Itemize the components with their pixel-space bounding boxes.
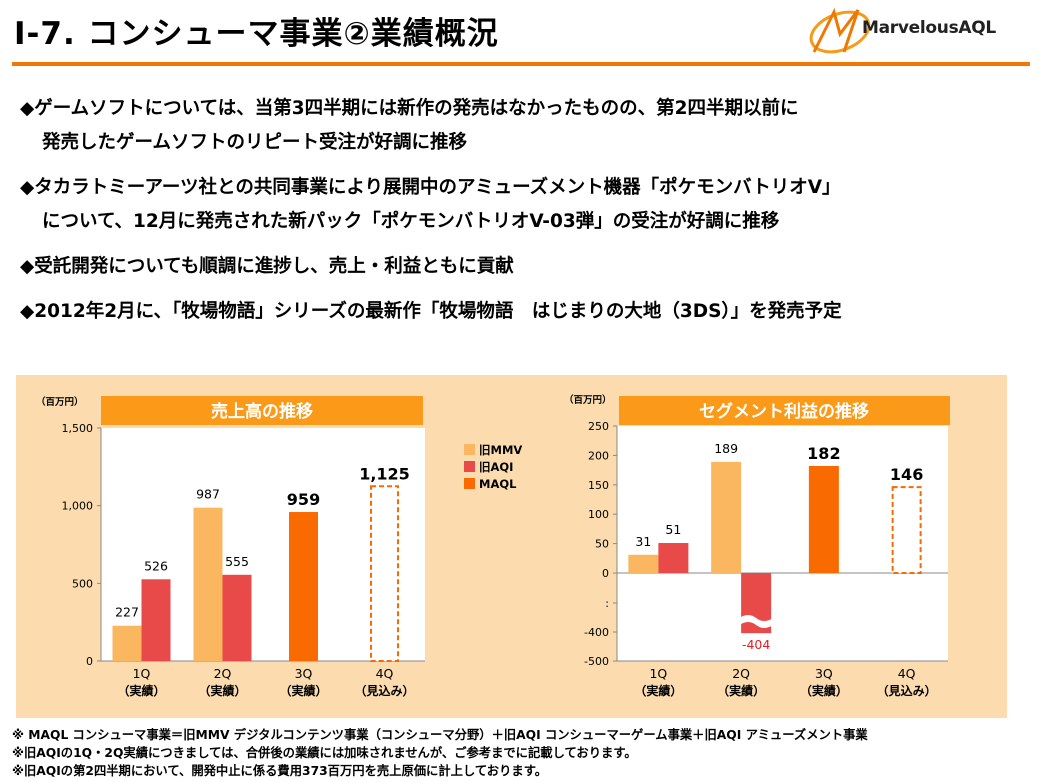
bullet-list: ◆ゲームソフトについては、当第3四半期には新作の発売はなかったものの、第2四半期…: [20, 92, 1030, 340]
bar: [711, 461, 742, 573]
legend-swatch: [464, 444, 475, 455]
footnote: ※ MAQL コンシューマ事業＝旧MMV デジタルコンテンツ事業（コンシューマ分…: [12, 728, 868, 742]
bullet-line: ◆受託開発についても順調に進捗し、売上・利益ともに貢献: [20, 256, 514, 277]
bullet-item: ◆2012年2月に、「牧場物語」シリーズの最新作「牧場物語 はじまりの大地（3D…: [20, 295, 1030, 329]
axis-break-mark: [739, 615, 774, 628]
y-tick-label: 50: [595, 538, 609, 551]
x-tick-label: （見込み）: [354, 683, 414, 698]
footnote: ※旧AQIの1Q・2Q実績につきましては、合併後の業績には加味されませんが、ご参…: [12, 746, 637, 760]
legend-label: MAQL: [479, 477, 517, 491]
y-tick-label: 1,000: [62, 500, 94, 513]
bullet-item: ◆タカラトミーアーツ社との共同事業により展開中のアミューズメント機器「ポケモンバ…: [20, 171, 1030, 239]
y-tick-label: -500: [584, 655, 609, 668]
bullet-item: ◆ゲームソフトについては、当第3四半期には新作の発売はなかったものの、第2四半期…: [20, 92, 1030, 160]
y-tick-label: 500: [72, 577, 93, 590]
charts-panel: （百万円） 売上高の推移 0 500 1,000 1,500 1Q （実績） 2Q （実績） 3Q （…: [16, 375, 1007, 718]
x-tick-label: 4Q: [376, 666, 394, 681]
y-tick-label: 250: [588, 420, 609, 433]
x-tick-label: 1Q: [649, 666, 667, 681]
data-label: 959: [287, 490, 320, 509]
bar: [289, 512, 318, 661]
bar: [808, 465, 839, 573]
x-tick-label: （実績）: [279, 683, 327, 698]
bar-forecast: [891, 486, 922, 574]
bar: [141, 579, 171, 661]
data-label: 555: [225, 554, 249, 569]
x-tick-label: （実績）: [717, 683, 765, 698]
y-tick-label: -400: [584, 626, 609, 639]
chart-title-banner: [101, 396, 423, 425]
x-tick-label: 2Q: [732, 666, 750, 681]
footnotes: ※ MAQL コンシューマ事業＝旧MMV デジタルコンテンツ事業（コンシューマ分…: [12, 726, 868, 780]
bar: [628, 554, 659, 573]
data-label: 987: [196, 487, 220, 502]
x-tick-label: 4Q: [898, 666, 916, 681]
chart-title: 売上高の推移: [211, 401, 313, 422]
y-tick-label: 0: [86, 655, 93, 668]
legend-swatch: [464, 478, 475, 489]
bullet-line: ◆2012年2月に、「牧場物語」シリーズの最新作「牧場物語 はじまりの大地（3D…: [20, 301, 842, 322]
x-tick-label: （実績）: [634, 683, 682, 698]
logo-text: MarvelousAQL: [862, 18, 996, 38]
bar-forecast: [370, 485, 399, 662]
charts-canvas: （百万円） 売上高の推移05001,0001,5001Q（実績）2Q（実績）3Q（…: [36, 394, 950, 698]
unit-label: （百万円）: [564, 394, 612, 406]
legend-label: 旧AQI: [479, 460, 513, 474]
y-tick-label: 150: [588, 479, 609, 492]
data-label: 1,125: [359, 464, 410, 483]
y-tick-label: 0: [602, 567, 609, 580]
y-tick-label: :: [605, 597, 609, 610]
bar: [222, 574, 252, 661]
bullet-item: ◆受託開発についても順調に進捗し、売上・利益ともに貢献: [20, 250, 1030, 284]
bullet-line: について、12月に発売された新パック「ポケモンバトリオV-03弾」の受注が好調に…: [42, 211, 780, 232]
bar: [193, 507, 223, 661]
x-tick-label: （実績）: [117, 683, 165, 698]
chart-title-banner: [619, 396, 950, 425]
x-tick-label: 3Q: [295, 666, 313, 681]
data-label: 189: [714, 441, 738, 456]
unit-label: （百万円）: [36, 396, 84, 408]
x-tick-label: 2Q: [214, 666, 232, 681]
x-tick-label: （見込み）: [877, 683, 937, 698]
y-tick-label: 100: [588, 508, 609, 521]
data-label: -404: [742, 637, 770, 652]
logo-mark-icon: [809, 7, 871, 54]
x-tick-label: （実績）: [198, 683, 246, 698]
x-tick-label: 1Q: [133, 666, 151, 681]
y-tick-label: 1,500: [62, 422, 94, 435]
company-logo: [800, 4, 1032, 60]
x-tick-label: （実績）: [800, 683, 848, 698]
bullet-line: ◆ゲームソフトについては、当第3四半期には新作の発売はなかったものの、第2四半期…: [20, 98, 799, 119]
data-label: 146: [890, 465, 923, 484]
x-tick-label: 3Q: [815, 666, 833, 681]
bar: [112, 625, 142, 661]
data-label: 31: [635, 534, 651, 549]
chart-title: セグメント利益の推移: [699, 401, 869, 422]
data-label: 51: [665, 522, 681, 537]
title-rule: [12, 62, 1030, 66]
legend-swatch: [464, 461, 475, 472]
bullet-line: 発売したゲームソフトのリピート受注が好調に推移: [42, 132, 467, 153]
page-title: Ⅰ-7. コンシューマ事業②業績概況: [14, 16, 499, 52]
data-label: 182: [807, 444, 840, 463]
legend-label: 旧MMV: [479, 443, 522, 457]
data-label: 227: [115, 605, 139, 620]
footnote: ※旧AQIの第2四半期において、開発中止に係る費用373百万円を売上原価に計上し…: [12, 764, 548, 778]
bullet-line: ◆タカラトミーアーツ社との共同事業により展開中のアミューズメント機器「ポケモンバ…: [20, 177, 841, 198]
bar: [658, 543, 689, 573]
data-label: 526: [144, 558, 168, 573]
y-tick-label: 200: [588, 449, 609, 462]
